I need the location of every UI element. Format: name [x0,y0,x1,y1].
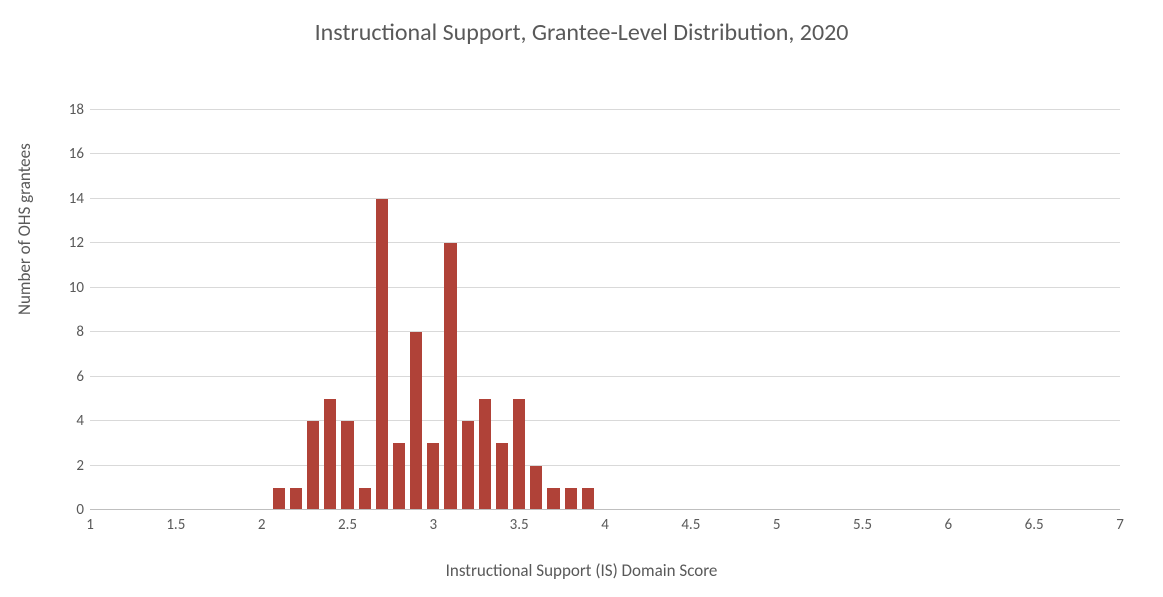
x-tick-label: 6 [928,516,968,534]
y-tick-label: 16 [54,145,84,163]
x-tick-label: 3 [413,516,453,534]
x-tick-label: 3.5 [499,516,539,534]
x-tick-label: 7 [1100,516,1140,534]
y-tick-label: 10 [54,279,84,297]
tick-labels: 02468101214161811.522.533.544.555.566.57 [90,110,1120,510]
y-tick-label: 6 [54,368,84,386]
x-tick-label: 4.5 [671,516,711,534]
x-tick-label: 1.5 [156,516,196,534]
plot-area: 02468101214161811.522.533.544.555.566.57 [90,110,1120,510]
y-tick-label: 12 [54,234,84,252]
y-tick-label: 8 [54,323,84,341]
y-tick-label: 4 [54,412,84,430]
x-tick-label: 5.5 [843,516,883,534]
y-tick-label: 18 [54,101,84,119]
y-axis-title: Number of OHS grantees [14,143,35,315]
x-axis-title: Instructional Support (IS) Domain Score [0,560,1163,581]
x-tick-label: 2.5 [328,516,368,534]
chart-title: Instructional Support, Grantee-Level Dis… [0,18,1163,47]
x-tick-label: 2 [242,516,282,534]
x-tick-label: 6.5 [1014,516,1054,534]
y-tick-label: 14 [54,190,84,208]
y-tick-label: 2 [54,457,84,475]
x-tick-label: 4 [585,516,625,534]
x-tick-label: 1 [70,516,110,534]
chart-container: Instructional Support, Grantee-Level Dis… [0,0,1163,597]
x-tick-label: 5 [757,516,797,534]
